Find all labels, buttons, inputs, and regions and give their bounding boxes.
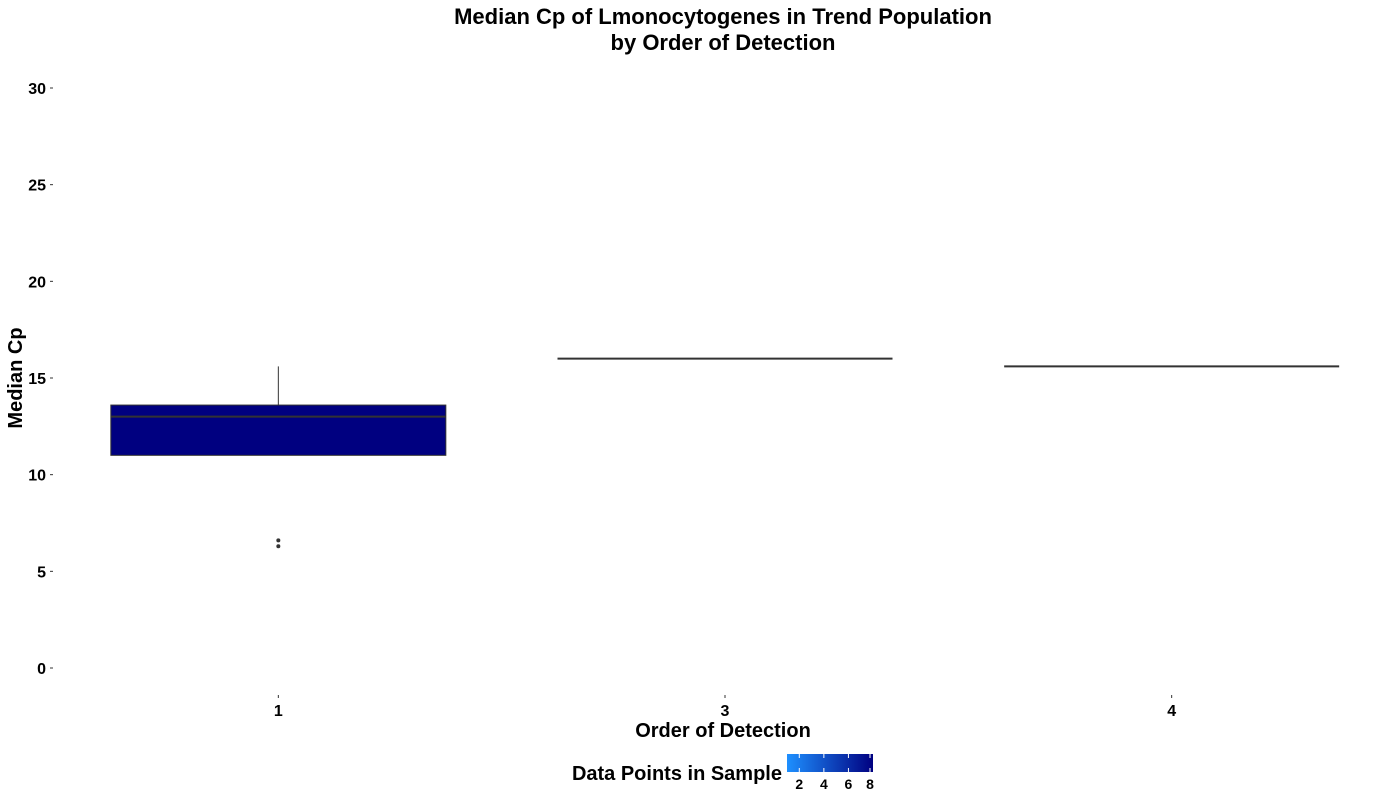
box-body [110,404,447,456]
box-plots [110,357,1340,549]
legend-tick-label: 8 [866,776,874,792]
x-axis: 1 3 4 [274,695,1176,720]
legend-tick-label: 6 [845,776,853,792]
y-axis: 0 5 10 15 20 25 30 [28,81,53,678]
y-axis-label: Median Cp [5,327,27,428]
chart-title-line-2: by Order of Detection [611,30,836,55]
y-tick-label: 5 [37,564,46,581]
x-tick-label: 4 [1167,703,1176,720]
x-tick-label: 1 [274,703,283,720]
x-axis-label: Order of Detection [635,720,811,742]
outlier-point [276,538,281,543]
x-tick-label: 3 [721,703,730,720]
y-tick-label: 20 [28,274,46,291]
y-tick-label: 25 [28,178,46,195]
legend-tick-label: 4 [820,776,828,792]
legend-title: Data Points in Sample [572,763,782,785]
y-tick-label: 10 [28,468,46,485]
legend-colorbar [787,754,873,772]
y-tick-label: 30 [28,81,46,98]
y-tick-label: 15 [28,371,46,388]
legend-tick-label: 2 [795,776,803,792]
y-tick-label: 0 [37,661,46,678]
outlier-point [276,544,281,549]
box-1 [110,366,447,549]
chart-title-line-1: Median Cp of Lmonocytogenes in Trend Pop… [454,4,992,29]
